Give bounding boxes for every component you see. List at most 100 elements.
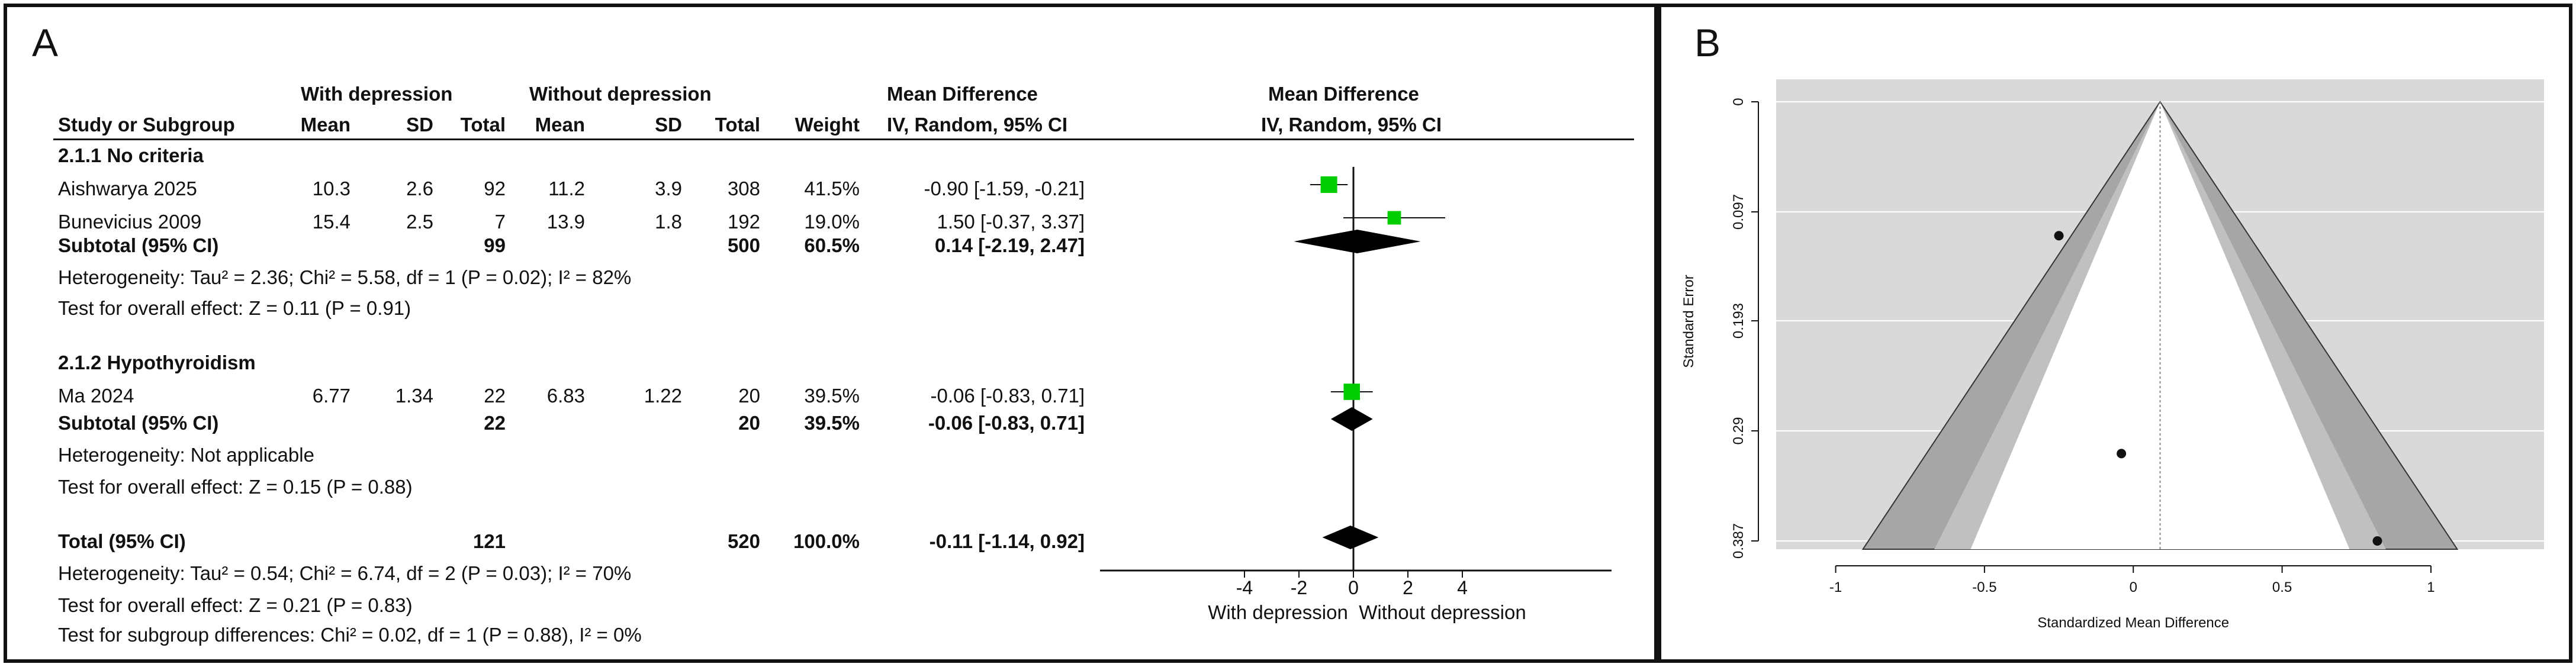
heterogeneity-text: Heterogeneity: Tau² = 2.36; Chi² = 5.58,… <box>58 266 632 288</box>
header-total2: Total <box>715 114 760 136</box>
total-ci: -0.11 [-1.14, 0.92] <box>929 530 1085 552</box>
overall-effect-text: Test for overall effect: Z = 0.11 (P = 0… <box>58 297 411 319</box>
study-ci: -0.90 [-1.59, -0.21] <box>924 178 1085 199</box>
forest-left-label: With depression <box>1208 601 1348 623</box>
heterogeneity-text: Heterogeneity: Not applicable <box>58 444 314 466</box>
header-mean2: Mean <box>535 114 585 136</box>
study-effect-marker <box>1343 384 1361 400</box>
study-n1: 7 <box>494 211 506 233</box>
study-weight: 39.5% <box>804 385 860 407</box>
header-rule <box>53 138 1634 140</box>
study-weight: 41.5% <box>804 178 860 199</box>
pooled-diamond <box>1322 526 1379 549</box>
header-mean1: Mean <box>300 114 350 136</box>
total-n1: 121 <box>472 530 506 552</box>
forest-tick-label: 2 <box>1403 577 1413 598</box>
study-mean1: 6.77 <box>312 385 350 407</box>
study-mean2: 13.9 <box>546 211 585 233</box>
funnel-x-tick-label: -1 <box>1829 579 1842 595</box>
total-heterogeneity-text: Heterogeneity: Tau² = 0.54; Chi² = 6.74,… <box>58 562 632 584</box>
subtotal-ci: 0.14 [-2.19, 2.47] <box>934 234 1085 256</box>
total-overall-effect-text: Test for overall effect: Z = 0.21 (P = 0… <box>58 594 413 616</box>
panel-b: B 0 0.097 0.193 0.29 0.387 -1 -0.5 0 0.5 1 Standa… <box>1658 4 2572 663</box>
study-mean1: 10.3 <box>312 178 350 199</box>
subtotal-n2: 20 <box>738 412 760 434</box>
study-sd2: 1.22 <box>644 385 682 407</box>
subtotal-label: Subtotal (95% CI) <box>58 412 219 434</box>
forest-tick-label: -2 <box>1291 577 1307 598</box>
subtotal-label: Subtotal (95% CI) <box>58 234 219 256</box>
subgroup1-title: 2.1.1 No criteria <box>58 144 204 166</box>
funnel-x-tick-label: 0 <box>2130 579 2137 595</box>
header-sd1: SD <box>406 114 433 136</box>
header-sd2: SD <box>655 114 682 136</box>
study-ci: 1.50 [-0.37, 3.37] <box>937 211 1085 233</box>
forest-tick-label: 0 <box>1348 577 1359 598</box>
subtotal-n1: 99 <box>484 234 506 256</box>
study-n1: 22 <box>484 385 506 407</box>
overall-effect-text: Test for overall effect: Z = 0.15 (P = 0… <box>58 476 413 498</box>
funnel-study-point <box>2117 449 2127 459</box>
header-weight: Weight <box>795 114 860 136</box>
panel-a-letter: A <box>32 21 59 65</box>
funnel-x-tick-label: 1 <box>2427 579 2435 595</box>
study-sd1: 2.6 <box>406 178 433 199</box>
funnel-x-tick-label: -0.5 <box>1972 579 1996 595</box>
header-with-depression: With depression <box>301 83 453 105</box>
study-n2: 20 <box>738 385 760 407</box>
study-ci: -0.06 [-0.83, 0.71] <box>930 385 1085 407</box>
study-mean2: 11.2 <box>548 178 585 199</box>
forest-tick-label: -4 <box>1236 577 1253 598</box>
header-total1: Total <box>460 114 506 136</box>
total-label: Total (95% CI) <box>58 530 186 552</box>
funnel-y-tick-label: 0.097 <box>1731 194 1747 230</box>
study-weight: 19.0% <box>804 211 860 233</box>
header-plot-title: Mean Difference <box>1268 83 1419 105</box>
subgroup-diff-text: Test for subgroup differences: Chi² = 0.… <box>58 624 642 646</box>
forest-tick-label: 4 <box>1457 577 1468 598</box>
total-weight: 100.0% <box>793 530 860 552</box>
funnel-plot: 0 0.097 0.193 0.29 0.387 -1 -0.5 0 0.5 1 Standard… <box>1681 79 2544 631</box>
study-name: Ma 2024 <box>58 385 134 407</box>
subgroup2-title: 2.1.2 Hypothyroidism <box>58 352 256 373</box>
forest-plot: -4 -2 0 2 4 With depression Without depressi… <box>1100 167 1612 623</box>
panel-a: A With depression Without depression Mea… <box>4 4 1658 663</box>
funnel-study-point <box>2054 231 2064 241</box>
study-n2: 308 <box>727 178 760 199</box>
study-n1: 92 <box>484 178 506 199</box>
funnel-x-axis-label: Standardized Mean Difference <box>2037 615 2229 631</box>
study-mean1: 15.4 <box>312 211 350 233</box>
pooled-diamond <box>1330 407 1373 431</box>
study-n2: 192 <box>727 211 760 233</box>
funnel-y-tick-label: 0.29 <box>1731 417 1747 445</box>
study-effect-marker <box>1387 211 1401 225</box>
funnel-y-axis-label: Standard Error <box>1681 275 1697 368</box>
subtotal-n2: 500 <box>727 234 760 256</box>
subtotal-n1: 22 <box>484 412 506 434</box>
pooled-diamond <box>1294 230 1421 253</box>
header-md-sub: IV, Random, 95% CI <box>887 114 1068 136</box>
subtotal-weight: 39.5% <box>804 412 860 434</box>
funnel-y-tick-label: 0.193 <box>1731 303 1747 339</box>
funnel-study-point <box>2372 536 2382 546</box>
header-md: Mean Difference <box>887 83 1038 105</box>
funnel-x-tick-label: 0.5 <box>2272 579 2292 595</box>
study-name: Bunevicius 2009 <box>58 211 202 233</box>
panel-b-letter: B <box>1694 21 1721 65</box>
total-n2: 520 <box>727 530 760 552</box>
forest-right-label: Without depression <box>1359 601 1526 623</box>
header-study: Study or Subgroup <box>58 114 235 136</box>
subtotal-ci: -0.06 [-0.83, 0.71] <box>928 412 1085 434</box>
header-without-depression: Without depression <box>529 83 712 105</box>
study-sd1: 1.34 <box>395 385 433 407</box>
header-plot-sub: IV, Random, 95% CI <box>1261 114 1442 136</box>
study-sd2: 3.9 <box>655 178 682 199</box>
study-sd1: 2.5 <box>406 211 433 233</box>
subtotal-weight: 60.5% <box>804 234 860 256</box>
funnel-y-tick-label: 0 <box>1731 98 1747 105</box>
funnel-y-tick-label: 0.387 <box>1731 523 1747 559</box>
study-effect-marker <box>1320 176 1337 193</box>
study-name: Aishwarya 2025 <box>58 178 197 199</box>
study-sd2: 1.8 <box>655 211 682 233</box>
study-mean2: 6.83 <box>546 385 585 407</box>
